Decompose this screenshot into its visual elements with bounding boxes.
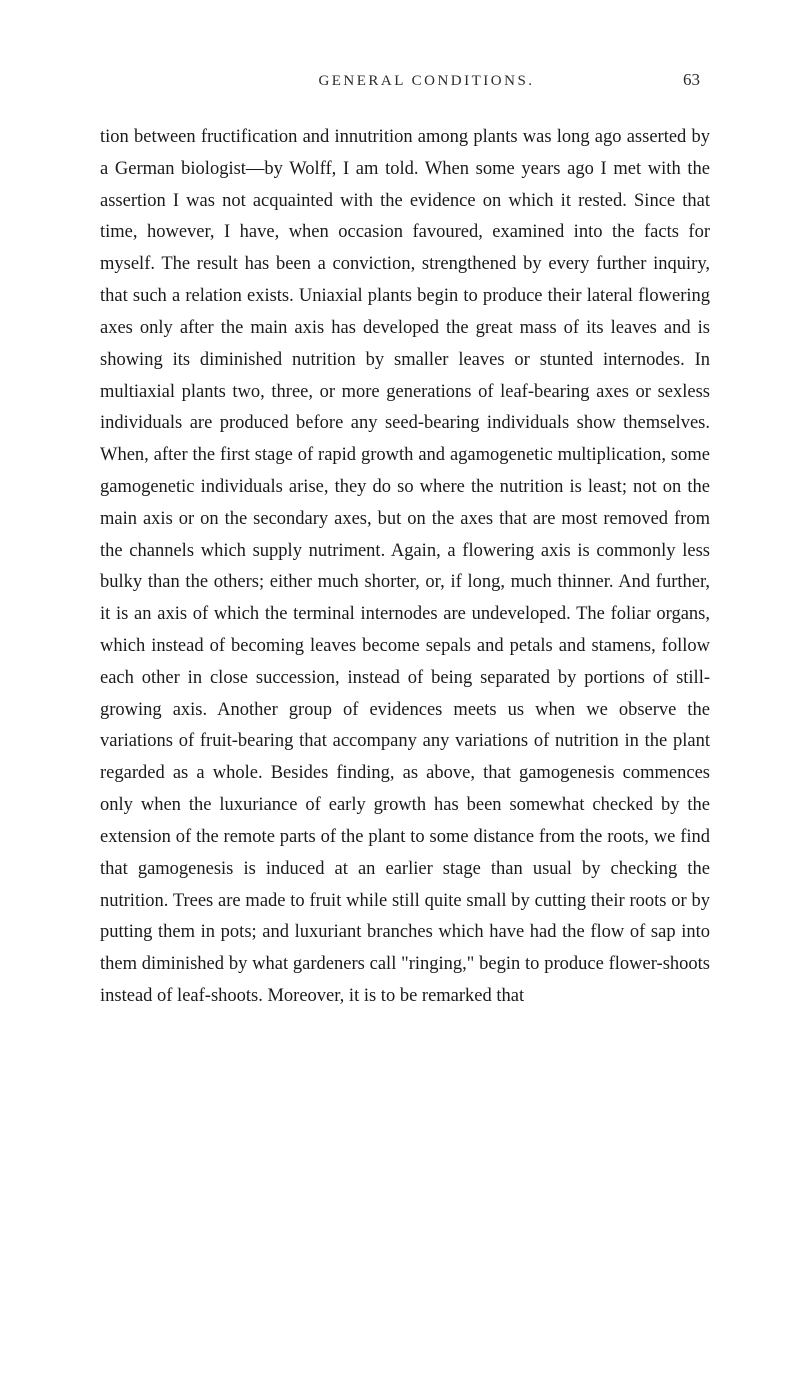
page-number: 63 <box>683 70 700 90</box>
body-text: tion between fructification and innutrit… <box>100 122 710 1013</box>
page-header: GENERAL CONDITIONS. 63 <box>100 70 710 90</box>
running-title: GENERAL CONDITIONS. <box>170 73 683 90</box>
